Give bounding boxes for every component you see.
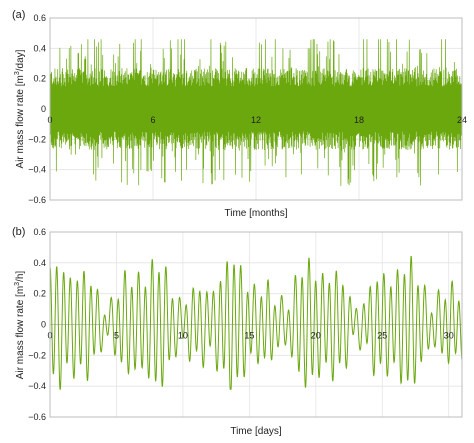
y-tick-label-b: −0.2	[28, 350, 46, 360]
y-axis-label-b-sup: 3	[14, 282, 21, 286]
x-tick-label-a: 18	[354, 115, 364, 125]
panel-label-a: (a)	[12, 9, 25, 21]
y-axis-label-b-suffix: /h]	[15, 271, 26, 282]
chart-a: (a) 0 6 12 18 24 −0.6−0.4−0.200.20.40.6 Time…	[12, 9, 467, 219]
y-tick-label-a: 0	[41, 104, 46, 114]
y-axis-label-a-prefix: Air mass flow rate [m	[15, 75, 26, 168]
chart-b: (b) 0 5 10 15 20 25 30 −0.6−0.4−0.200.20.40.6 …	[12, 226, 463, 437]
x-tick-label-b: 20	[311, 331, 321, 341]
y-axis-label-b: Air mass flow rate [m3/h]	[14, 271, 26, 380]
x-axis-label-a: Time [months]	[225, 208, 288, 219]
plot-frame-b	[49, 231, 463, 418]
y-axis-label-a: Air mass flow rate [m3/day]	[14, 49, 26, 168]
y-tick-label-b: 0.4	[33, 258, 46, 268]
plot-frame-a	[49, 17, 463, 201]
y-tick-label-a: −0.2	[28, 134, 46, 144]
x-tick-label-b: 30	[444, 331, 454, 341]
y-axis-label-a-sup: 3	[14, 71, 21, 75]
y-tick-label-b: −0.4	[28, 381, 46, 391]
y-tick-label-b: 0.2	[33, 289, 46, 299]
panel-label-b: (b)	[12, 226, 25, 238]
y-tick-label-a: −0.6	[28, 195, 46, 205]
x-tick-label-a: 12	[251, 115, 261, 125]
y-tick-label-a: 0.2	[33, 74, 46, 84]
x-tick-label-a: 6	[150, 115, 155, 125]
x-tick-label-b: 10	[178, 331, 188, 341]
y-tick-label-a: −0.4	[28, 165, 46, 175]
y-tick-label-b: 0.6	[33, 227, 46, 237]
y-axis-label-b-prefix: Air mass flow rate [m	[15, 286, 26, 379]
series-line-b	[49, 256, 463, 390]
y-tick-label-b: −0.6	[28, 412, 46, 422]
y-tick-label-b: 0	[41, 320, 46, 330]
y-tick-labels-b: −0.6 −0.4 −0.2 0 0.2 0.4 0.6	[28, 227, 46, 422]
series-line-a	[49, 39, 463, 186]
y-tick-label-a: 0.6	[33, 13, 46, 23]
x-tick-label-b: 25	[377, 331, 387, 341]
x-axis-label-b: Time [days]	[230, 426, 282, 437]
x-tick-label-b: 15	[244, 331, 254, 341]
y-tick-labels-a: −0.6 −0.4 −0.2 0 0.2 0.4 0.6	[28, 13, 46, 205]
x-tick-label-b: 5	[114, 331, 119, 341]
y-axis-label-a-suffix: /day]	[15, 49, 26, 71]
y-tick-label-a: 0.4	[33, 43, 46, 53]
